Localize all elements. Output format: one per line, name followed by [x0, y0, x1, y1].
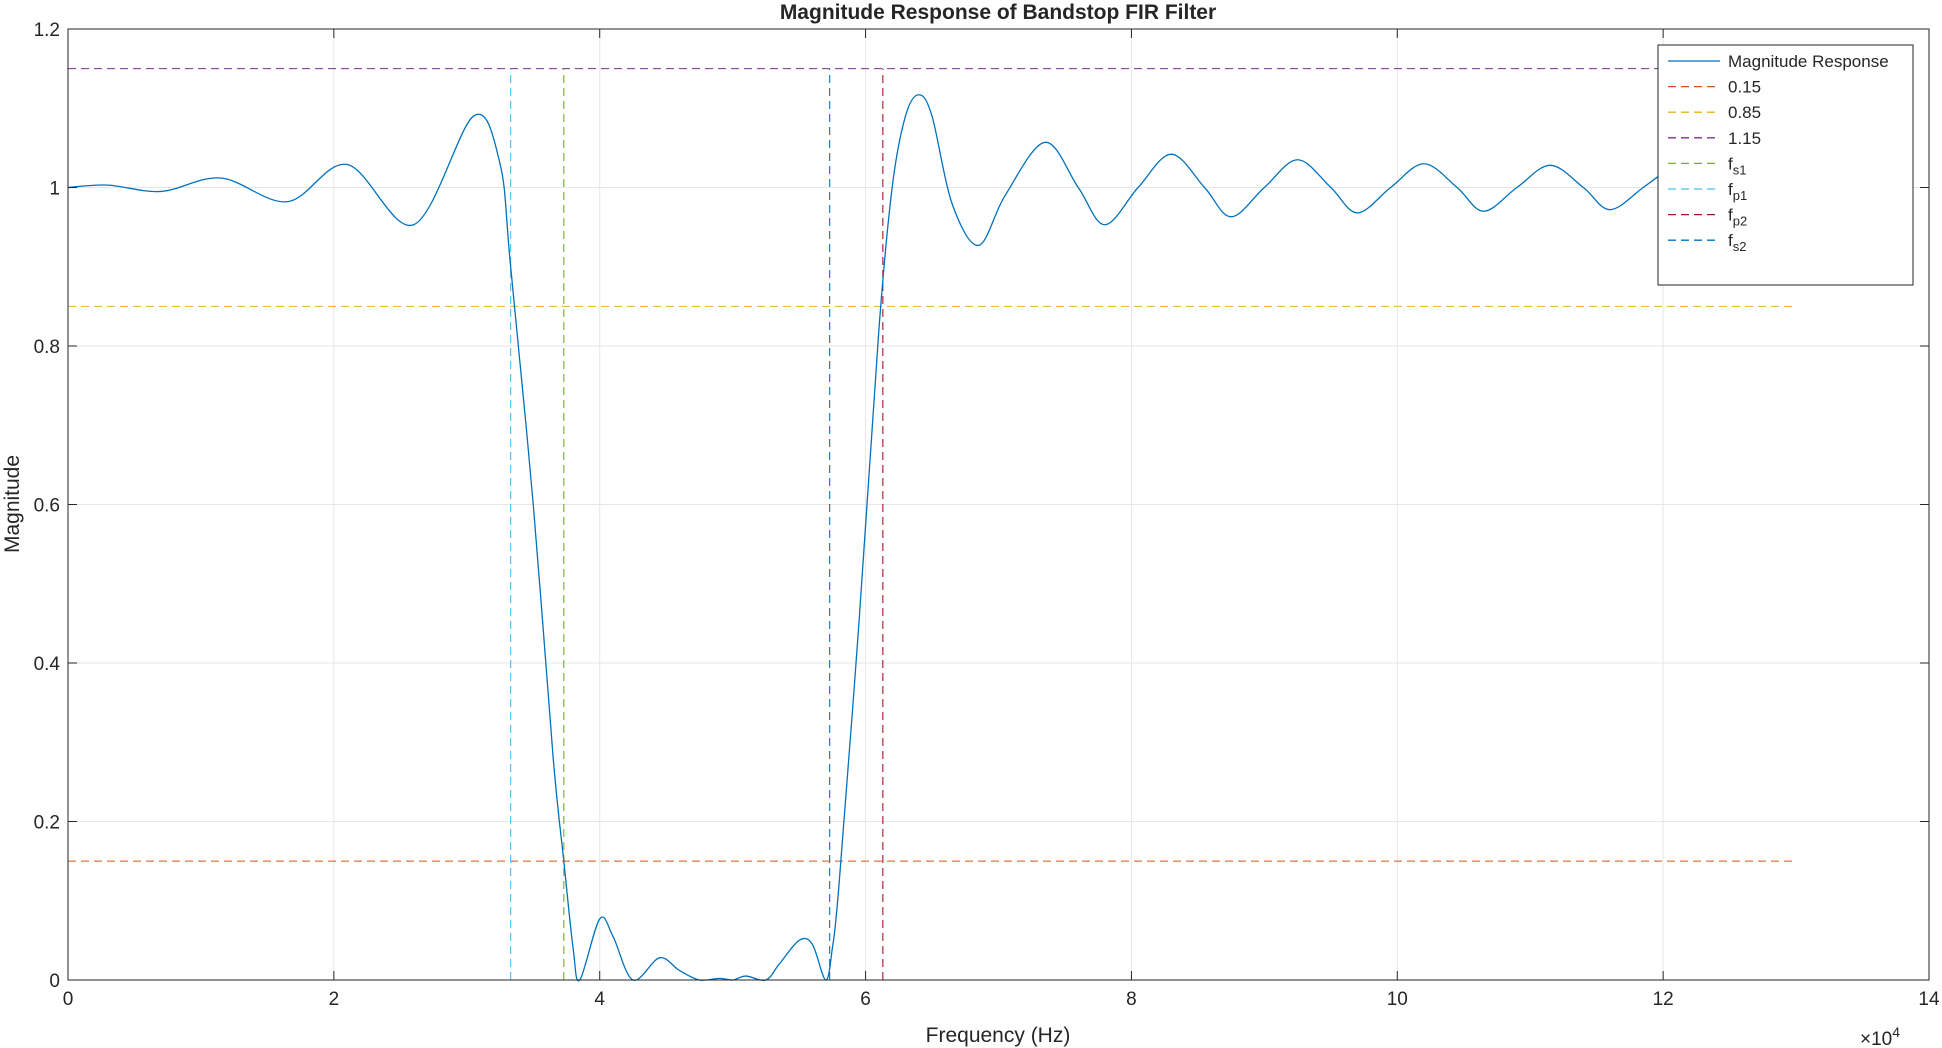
x-axis-exponent: ×104 — [1860, 1024, 1900, 1048]
series-line-magnitude-response — [67, 94, 1671, 982]
legend-entry-label: fs1 — [1728, 154, 1746, 177]
legend-items: Magnitude Response 0.15 0.85 1.15 fs1 fp1 fp2 f… — [1668, 52, 1889, 254]
x-tick-label: 10 — [1387, 989, 1408, 1010]
x-tick-label: 0 — [63, 989, 74, 1010]
y-tick-label: 1.2 — [34, 20, 60, 41]
y-tick-label: 0.4 — [34, 654, 61, 675]
y-tick-label: 0.2 — [34, 813, 60, 834]
chart-title: Magnitude Response of Bandstop FIR Filte… — [780, 1, 1216, 24]
y-tick-label: 0.8 — [34, 337, 60, 358]
legend-entry-label: Magnitude Response — [1728, 52, 1889, 71]
x-tick-label: 2 — [329, 989, 340, 1010]
y-axis-label: Magnitude — [1, 455, 24, 553]
legend-entry-label: 1.15 — [1728, 129, 1761, 148]
x-tick-label: 12 — [1653, 989, 1674, 1010]
legend-entry-label: fp2 — [1728, 206, 1747, 229]
x-tick-label: 6 — [860, 989, 871, 1010]
legend-entry-label: 0.85 — [1728, 103, 1761, 122]
series-layer — [67, 68, 1797, 982]
legend-entry-label: fp1 — [1728, 180, 1747, 203]
legend[interactable]: Magnitude Response 0.15 0.85 1.15 fs1 fp1 fp2 f… — [1657, 44, 1914, 286]
x-tick-label: 14 — [1918, 989, 1940, 1010]
y-tick-label: 1 — [49, 179, 60, 200]
y-tick-label: 0.6 — [34, 496, 60, 517]
x-axis-label: Frequency (Hz) — [926, 1024, 1071, 1047]
y-tick-label: 0 — [49, 971, 60, 992]
legend-entry-label: 0.15 — [1728, 78, 1761, 97]
x-tick-label: 4 — [594, 989, 605, 1010]
x-tick-label: 8 — [1126, 989, 1137, 1010]
legend-box — [1657, 44, 1914, 286]
axis-ticks: 0 2 4 6 8 10 12 14 0 0.2 0.4 0.6 0.8 1 1.2 — [34, 20, 1940, 1010]
legend-entry-label: fs2 — [1728, 231, 1746, 254]
